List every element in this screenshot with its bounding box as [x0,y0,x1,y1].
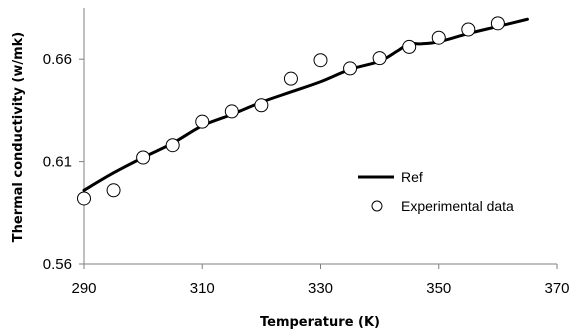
x-tick-label: 370 [544,280,569,297]
experimental-data-point [224,104,239,119]
x-tick-label: 310 [190,280,215,297]
experimental-data-point [343,61,358,76]
experimental-data-point [402,39,417,54]
x-axis-ticks: 290 310 330 350 370 [71,264,570,297]
x-tick-label: 350 [426,280,451,297]
plot-area [77,16,529,206]
y-tick-label: 0.66 [43,51,72,68]
experimental-data-point [195,114,210,129]
experimental-data-point [165,138,180,153]
experimental-data-point [431,30,446,45]
experimental-data-point [77,191,91,206]
x-axis-title: Temperature (K) [260,315,380,330]
x-tick-label: 290 [71,280,96,297]
legend-label-experimental: Experimental data [401,198,514,214]
experimental-data-point [313,53,328,68]
legend-swatch-experimental [371,200,383,212]
x-tick-label: 330 [308,280,333,297]
y-axis-title: Thermal conductivity (w/mk) [11,32,26,242]
y-tick-label: 0.61 [43,154,72,171]
experimental-data-point [106,183,121,198]
experimental-data-point [283,71,298,86]
experimental-data-point [490,16,505,31]
experimental-data-point [461,22,476,37]
y-tick-label: 0.56 [43,256,72,273]
y-axis-ticks: 0.56 0.61 0.66 [43,51,84,273]
legend: Ref Experimental data [358,169,514,214]
experimental-data-point [136,150,151,165]
experimental-data-point [372,51,387,66]
legend-label-ref: Ref [401,169,423,185]
experimental-data-point [254,98,269,113]
